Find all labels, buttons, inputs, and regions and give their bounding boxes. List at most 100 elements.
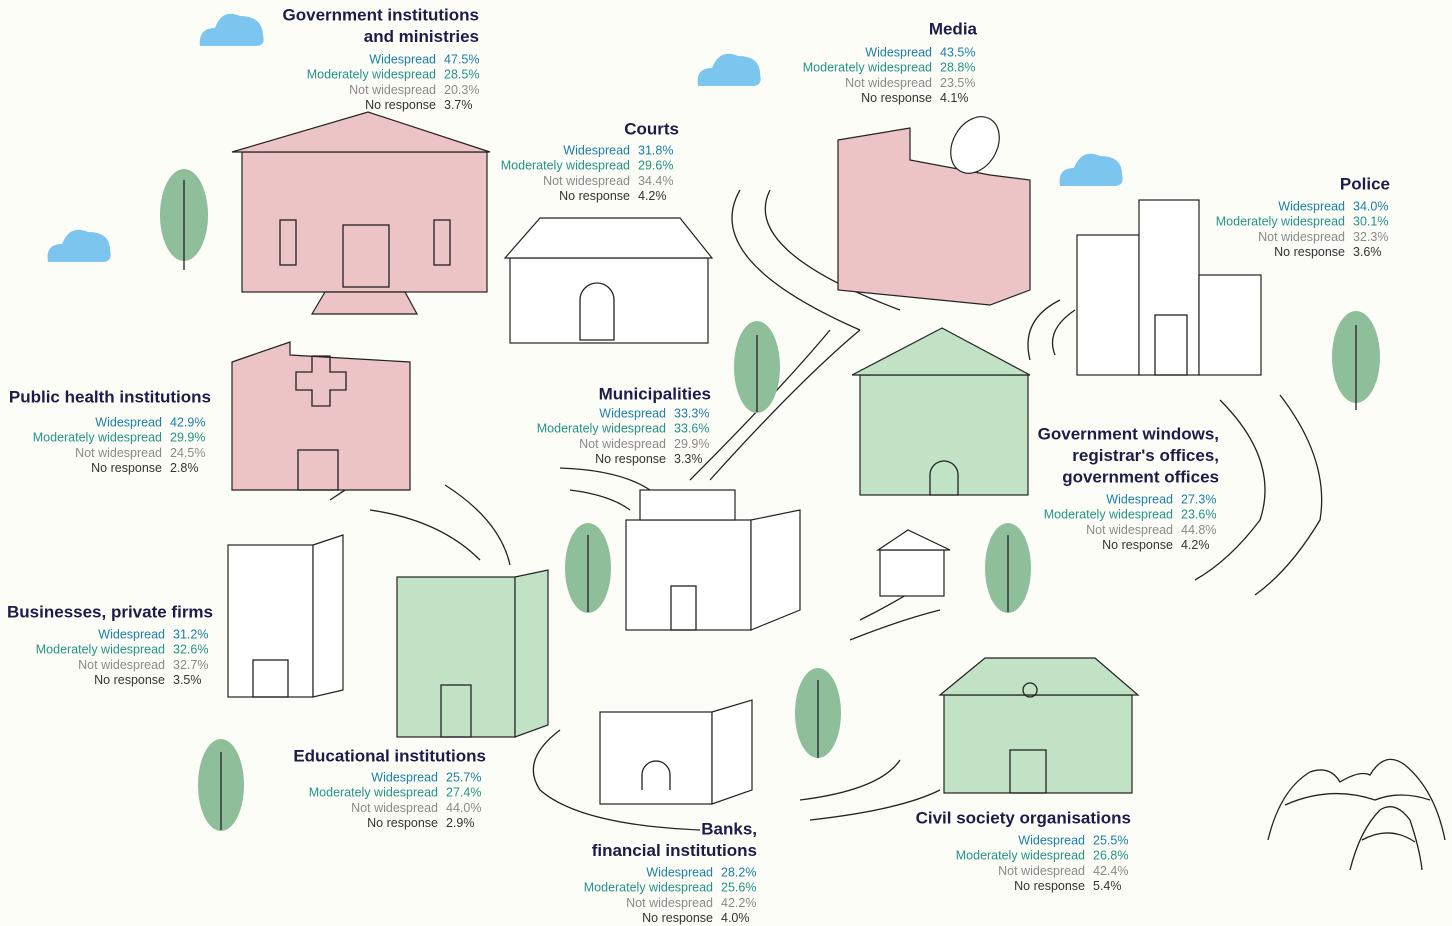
level-label: No response	[367, 816, 438, 830]
level-value: 47.5%	[444, 52, 479, 66]
level-label: Widespread	[1278, 199, 1345, 213]
institution-name: Police	[1340, 174, 1390, 193]
level-label: No response	[365, 98, 436, 112]
level-label: Not widespread	[845, 76, 932, 90]
level-value: 3.5%	[173, 673, 202, 687]
level-value: 42.2%	[721, 896, 756, 910]
level-label: Not widespread	[351, 801, 438, 815]
institution-name: Government institutions	[283, 5, 479, 24]
level-value: 29.9%	[674, 437, 709, 451]
level-label: No response	[861, 91, 932, 105]
level-label: No response	[595, 452, 666, 466]
level-label: Widespread	[98, 627, 165, 641]
level-label: Widespread	[563, 143, 630, 157]
level-value: 3.6%	[1353, 245, 1382, 259]
level-label: No response	[559, 189, 630, 203]
level-value: 33.3%	[674, 406, 709, 420]
institution-name: Public health institutions	[9, 387, 211, 406]
level-value: 24.5%	[170, 446, 205, 460]
institution-name: Municipalities	[599, 384, 711, 403]
page: {"levels":["Widespread","Moderately wide…	[0, 0, 1452, 926]
institution-name: Civil society organisations	[916, 808, 1131, 827]
level-label: Widespread	[646, 865, 713, 879]
level-value: 28.2%	[721, 865, 756, 879]
level-label: Not widespread	[78, 658, 165, 672]
level-value: 4.1%	[940, 91, 969, 105]
level-label: Widespread	[865, 45, 932, 59]
level-value: 44.8%	[1181, 523, 1216, 537]
level-label: Widespread	[369, 52, 436, 66]
level-label: No response	[91, 461, 162, 475]
level-value: 27.3%	[1181, 492, 1216, 506]
level-value: 3.3%	[674, 452, 703, 466]
institution-name: Media	[929, 19, 978, 38]
level-value: 27.4%	[446, 786, 481, 800]
level-value: 4.0%	[721, 911, 750, 925]
level-label: Widespread	[1106, 492, 1173, 506]
level-label: Moderately widespread	[803, 61, 932, 75]
level-value: 29.6%	[638, 159, 673, 173]
level-label: Moderately widespread	[33, 431, 162, 445]
level-label: Widespread	[371, 770, 438, 784]
institution-name: government offices	[1062, 467, 1219, 486]
level-value: 20.3%	[444, 83, 479, 97]
level-label: Moderately widespread	[309, 786, 438, 800]
level-label: Not widespread	[543, 174, 630, 188]
level-label: Moderately widespread	[537, 422, 666, 436]
level-value: 25.7%	[446, 770, 481, 784]
level-value: 2.8%	[170, 461, 199, 475]
level-label: Not widespread	[75, 446, 162, 460]
level-value: 3.7%	[444, 98, 473, 112]
level-label: Moderately widespread	[584, 881, 713, 895]
decor	[48, 14, 1445, 870]
level-value: 31.8%	[638, 143, 673, 157]
level-value: 43.5%	[940, 45, 975, 59]
institution-name: registrar's offices,	[1072, 446, 1219, 465]
level-value: 4.2%	[638, 189, 667, 203]
infographic: Government institutions and ministries Wid…	[0, 0, 1452, 926]
level-value: 25.5%	[1093, 833, 1128, 847]
level-value: 5.4%	[1093, 879, 1122, 893]
level-value: 25.6%	[721, 881, 756, 895]
level-value: 23.6%	[1181, 508, 1216, 522]
level-label: Not widespread	[1258, 230, 1345, 244]
level-value: 31.2%	[173, 627, 208, 641]
level-label: No response	[1014, 879, 1085, 893]
level-label: No response	[1102, 538, 1173, 552]
level-label: Moderately widespread	[1044, 508, 1173, 522]
level-label: Moderately widespread	[307, 68, 436, 82]
institution-name: financial institutions	[592, 841, 757, 860]
level-value: 23.5%	[940, 76, 975, 90]
level-value: 44.0%	[446, 801, 481, 815]
level-label: Not widespread	[626, 896, 713, 910]
institution-name: Courts	[624, 119, 679, 138]
level-label: Not widespread	[998, 864, 1085, 878]
level-label: No response	[94, 673, 165, 687]
level-value: 42.9%	[170, 415, 205, 429]
level-value: 2.9%	[446, 816, 475, 830]
level-label: Moderately widespread	[501, 159, 630, 173]
level-label: Widespread	[95, 415, 162, 429]
level-value: 28.5%	[444, 68, 479, 82]
institution-name: Government windows,	[1038, 424, 1219, 443]
level-label: Moderately widespread	[1216, 215, 1345, 229]
level-label: Widespread	[599, 406, 666, 420]
level-value: 32.7%	[173, 658, 208, 672]
level-label: No response	[1274, 245, 1345, 259]
level-label: Moderately widespread	[36, 643, 165, 657]
level-value: 4.2%	[1181, 538, 1210, 552]
level-label: Widespread	[1018, 833, 1085, 847]
institution-name: Educational institutions	[293, 746, 486, 765]
level-label: Not widespread	[349, 83, 436, 97]
level-value: 32.3%	[1353, 230, 1388, 244]
level-value: 28.8%	[940, 61, 975, 75]
level-label: Not widespread	[1086, 523, 1173, 537]
institution-name: and ministries	[364, 27, 479, 46]
level-label: No response	[642, 911, 713, 925]
level-value: 26.8%	[1093, 849, 1128, 863]
level-value: 33.6%	[674, 422, 709, 436]
level-label: Not widespread	[579, 437, 666, 451]
level-value: 34.4%	[638, 174, 673, 188]
level-value: 42.4%	[1093, 864, 1128, 878]
level-value: 29.9%	[170, 431, 205, 445]
